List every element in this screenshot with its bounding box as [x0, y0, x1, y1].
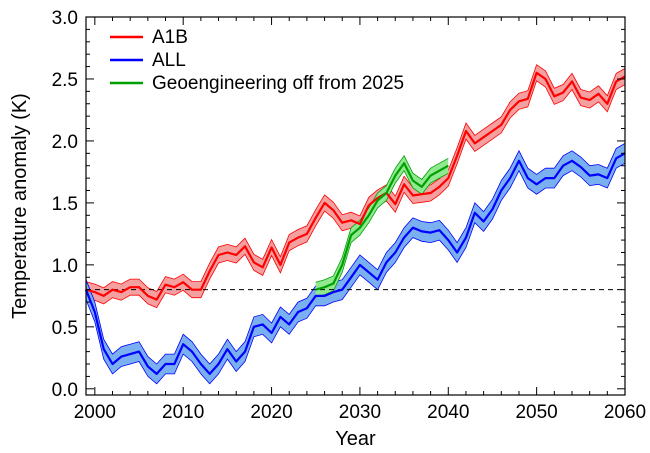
legend-label: ALL [152, 50, 186, 71]
band-2 [315, 155, 449, 298]
y-axis-ticks: 0.0 0.5 1.0 1.5 2.0 2.5 3.0 [52, 8, 625, 401]
y-tick-label: 0.5 [52, 318, 78, 339]
band-edge-lower-1 [85, 162, 626, 385]
y-tick-label: 1.0 [52, 256, 78, 277]
y-tick-label: 1.5 [52, 194, 78, 215]
series-line-0 [85, 71, 626, 301]
legend-label: A1B [152, 27, 188, 48]
y-tick-label: 2.5 [52, 70, 78, 91]
uncertainty-bands [85, 64, 626, 385]
series-lines [84, 71, 626, 375]
y-axis-title: Temperature anomaly (K) [9, 93, 31, 319]
series-line-2 [315, 162, 449, 291]
x-tick-label: 2000 [74, 402, 116, 423]
band-edge-upper-1 [85, 143, 626, 365]
legend-label: Geoengineering off from 2025 [152, 73, 404, 94]
band-edge-upper-0 [85, 64, 626, 293]
x-tick-label: 2040 [427, 402, 469, 423]
x-axis-ticks: 2000 2010 2020 2030 2040 2050 2060 [74, 17, 646, 423]
plot-frame [85, 16, 626, 396]
x-tick-label: 2010 [162, 402, 204, 423]
x-tick-label: 2030 [339, 402, 381, 423]
y-tick-label: 0.0 [52, 380, 78, 401]
y-tick-label: 3.0 [52, 8, 78, 29]
x-axis-title: Year [335, 428, 376, 450]
x-tick-label: 2060 [604, 402, 646, 423]
band-edge-upper-2 [315, 155, 449, 283]
series-line-1 [84, 152, 626, 375]
band-edge-lower-2 [315, 169, 449, 298]
x-tick-label: 2020 [250, 402, 292, 423]
x-tick-label: 2050 [515, 402, 557, 423]
band-0 [86, 64, 625, 308]
y-tick-label: 2.0 [52, 132, 78, 153]
band-1 [86, 143, 625, 384]
